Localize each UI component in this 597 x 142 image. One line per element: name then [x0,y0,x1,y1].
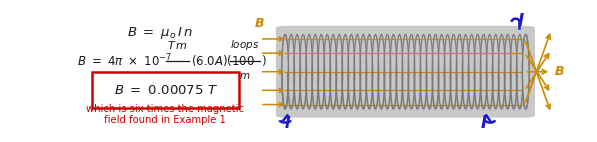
Text: I: I [518,12,524,30]
Text: $m$: $m$ [239,71,251,81]
Text: $)$: $)$ [261,53,266,68]
FancyBboxPatch shape [92,72,239,108]
Text: $B\ =\ 0.00075\ T$: $B\ =\ 0.00075\ T$ [113,84,217,97]
Text: $B\ =\ \mu_o\,I\,n$: $B\ =\ \mu_o\,I\,n$ [127,25,193,41]
Text: which is six times the magnetic: which is six times the magnetic [86,104,244,114]
Ellipse shape [522,35,529,109]
Text: B: B [255,17,264,30]
Text: I: I [481,114,487,132]
Text: $B\ =\ 4\pi\ \times\ 10^{-7}$: $B\ =\ 4\pi\ \times\ 10^{-7}$ [77,53,172,69]
Text: $A$: $A$ [173,70,182,82]
Text: B: B [555,65,564,78]
Text: I: I [285,116,290,131]
Text: $loops$: $loops$ [230,38,260,52]
Text: $(6.0A)(100$: $(6.0A)(100$ [191,53,256,68]
Text: field found in Example 1: field found in Example 1 [104,115,226,125]
FancyBboxPatch shape [276,26,535,118]
Ellipse shape [282,35,288,109]
Text: $T\,m$: $T\,m$ [167,39,187,51]
